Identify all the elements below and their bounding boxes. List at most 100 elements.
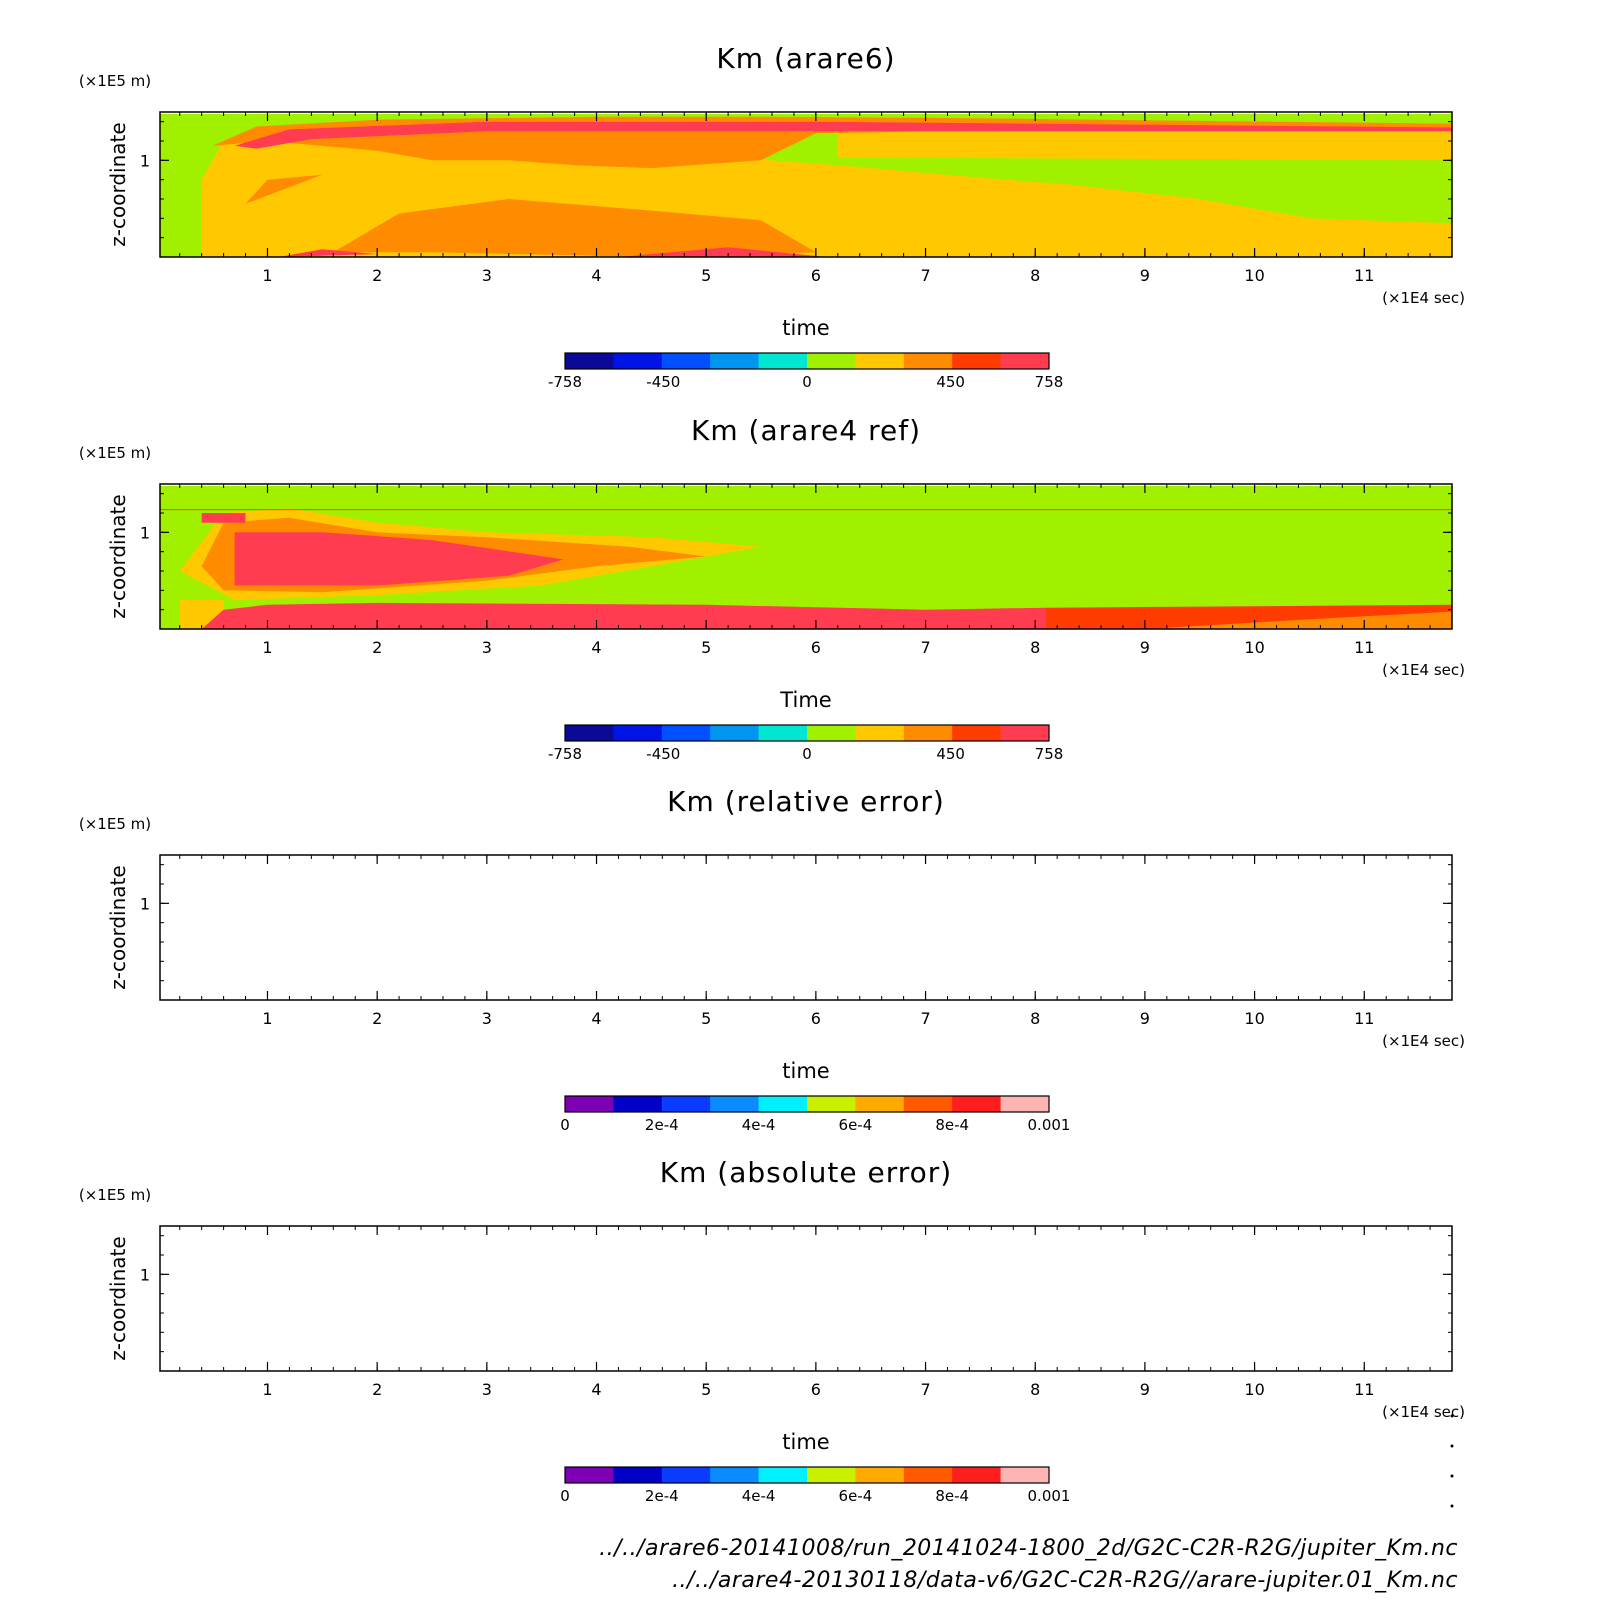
- plot-frame: [159, 483, 1453, 630]
- x-axis-unit: (×1E4 sec): [1382, 289, 1465, 307]
- colorbar-swatch: [952, 1096, 1002, 1112]
- x-tick-label: 8: [1030, 266, 1040, 285]
- colorbar-swatch: [613, 725, 663, 741]
- colorbar-label: 450: [936, 373, 965, 391]
- x-tick-label: 6: [811, 1009, 821, 1028]
- colorbar-swatch: [807, 1096, 856, 1112]
- colorbar-label: -450: [646, 373, 680, 391]
- x-tick-label: 9: [1140, 1009, 1150, 1028]
- x-tick-label: 8: [1030, 638, 1040, 657]
- x-axis-label: time: [782, 1430, 829, 1454]
- x-tick-label: 11: [1354, 1009, 1374, 1028]
- x-tick-label: 11: [1354, 1380, 1374, 1399]
- colorbar-label: 2e-4: [645, 1487, 679, 1505]
- colorbar-swatch: [807, 353, 856, 369]
- contour-region-10: [256, 614, 707, 629]
- x-tick-label: 7: [920, 1009, 930, 1028]
- plot-frame: [159, 1225, 1453, 1372]
- colorbar-swatch: [807, 1467, 856, 1483]
- x-tick-label: 3: [482, 1009, 492, 1028]
- x-tick-label: 1: [262, 266, 272, 285]
- y-tick-label: 1: [140, 151, 150, 170]
- x-tick-label: 7: [920, 1380, 930, 1399]
- x-tick-label: 2: [372, 266, 382, 285]
- colorbar-swatch: [855, 725, 905, 741]
- colorbar-swatch: [1000, 1467, 1050, 1483]
- heatmap-field: [160, 485, 1452, 629]
- colorbar-swatch: [952, 1467, 1002, 1483]
- colorbar-label: 0.001: [1028, 1487, 1071, 1505]
- plot-frame: [159, 854, 1453, 1001]
- colorbar-frame: [564, 352, 1050, 370]
- contour-region-5: [234, 532, 564, 586]
- y-axis-label: z-coordinate: [106, 122, 130, 246]
- colorbar-swatch: [903, 353, 953, 369]
- x-tick-label: 8: [1030, 1380, 1040, 1399]
- x-tick-label: 6: [811, 638, 821, 657]
- colorbar-swatch: [903, 1096, 953, 1112]
- x-tick-label: 5: [701, 638, 711, 657]
- contour-region-5: [245, 174, 323, 204]
- x-axis-unit: (×1E4 sec): [1382, 1032, 1465, 1050]
- y-axis-unit: (×1E5 m): [79, 815, 151, 833]
- chart-title: Km (arare4 ref): [691, 414, 921, 447]
- colorbar-label: 0: [560, 1116, 570, 1134]
- colorbar-label: 2e-4: [645, 1116, 679, 1134]
- x-tick-label: 3: [482, 638, 492, 657]
- x-tick-label: 7: [920, 638, 930, 657]
- colorbar-swatch: [710, 1467, 760, 1483]
- x-tick-label: 4: [591, 1380, 601, 1399]
- colorbar-label: 6e-4: [839, 1487, 873, 1505]
- colorbar-label: 450: [936, 745, 965, 763]
- colorbar-swatch: [710, 725, 760, 741]
- colorbar-label: 6e-4: [839, 1116, 873, 1134]
- colorbar-swatch: [758, 1467, 808, 1483]
- chart-title: Km (arare6): [716, 42, 895, 75]
- y-axis-label: z-coordinate: [106, 1236, 130, 1360]
- colorbar-swatch: [565, 1096, 614, 1112]
- x-tick-label: 1: [262, 638, 272, 657]
- colorbar-swatch: [565, 725, 614, 741]
- y-tick-label: 1: [140, 1265, 150, 1284]
- colorbar-swatch: [758, 353, 808, 369]
- y-axis-label: z-coordinate: [106, 865, 130, 989]
- x-tick-label: 3: [482, 1380, 492, 1399]
- y-axis-unit: (×1E5 m): [79, 444, 151, 462]
- colorbar-swatch: [710, 1096, 760, 1112]
- x-axis-unit: (×1E4 sec): [1382, 661, 1465, 679]
- colorbar-swatch: [952, 353, 1002, 369]
- x-tick-label: 5: [701, 266, 711, 285]
- x-tick-label: 4: [591, 1009, 601, 1028]
- x-tick-label: 4: [591, 638, 601, 657]
- contour-region-6: [201, 513, 246, 523]
- x-tick-label: 1: [262, 1009, 272, 1028]
- chart-panel-3: Km (relative error) (×1E5 m) z-coordinate 1…: [79, 785, 1465, 1134]
- contour-region-3: [837, 123, 1452, 161]
- colorbar-label: 0: [802, 373, 812, 391]
- colorbar-label: -758: [548, 745, 582, 763]
- x-tick-label: 7: [920, 266, 930, 285]
- y-axis-unit: (×1E5 m): [79, 1186, 151, 1204]
- chart-title: Km (relative error): [667, 785, 945, 818]
- x-tick-label: 10: [1244, 638, 1264, 657]
- colorbar-label: 0: [560, 1487, 570, 1505]
- colorbar-swatch: [1000, 725, 1050, 741]
- colorbar-swatch: [758, 1096, 808, 1112]
- colorbar-swatch: [855, 1096, 905, 1112]
- colorbar-label: 8e-4: [935, 1116, 969, 1134]
- x-tick-label: 10: [1244, 1009, 1264, 1028]
- colorbar-label: -450: [646, 745, 680, 763]
- y-axis-unit: (×1E5 m): [79, 72, 151, 90]
- colorbar-swatch: [613, 1096, 663, 1112]
- stray-dot: [1450, 1474, 1454, 1478]
- x-tick-label: 10: [1244, 1380, 1264, 1399]
- stray-dot: [1450, 1444, 1454, 1448]
- contour-region-9: [618, 247, 827, 257]
- colorbar-label: 0: [802, 745, 812, 763]
- x-tick-label: 5: [701, 1009, 711, 1028]
- colorbar-swatch: [903, 1467, 953, 1483]
- colorbar-label: -758: [548, 373, 582, 391]
- x-tick-label: 9: [1140, 266, 1150, 285]
- colorbar-swatch: [1000, 1096, 1050, 1112]
